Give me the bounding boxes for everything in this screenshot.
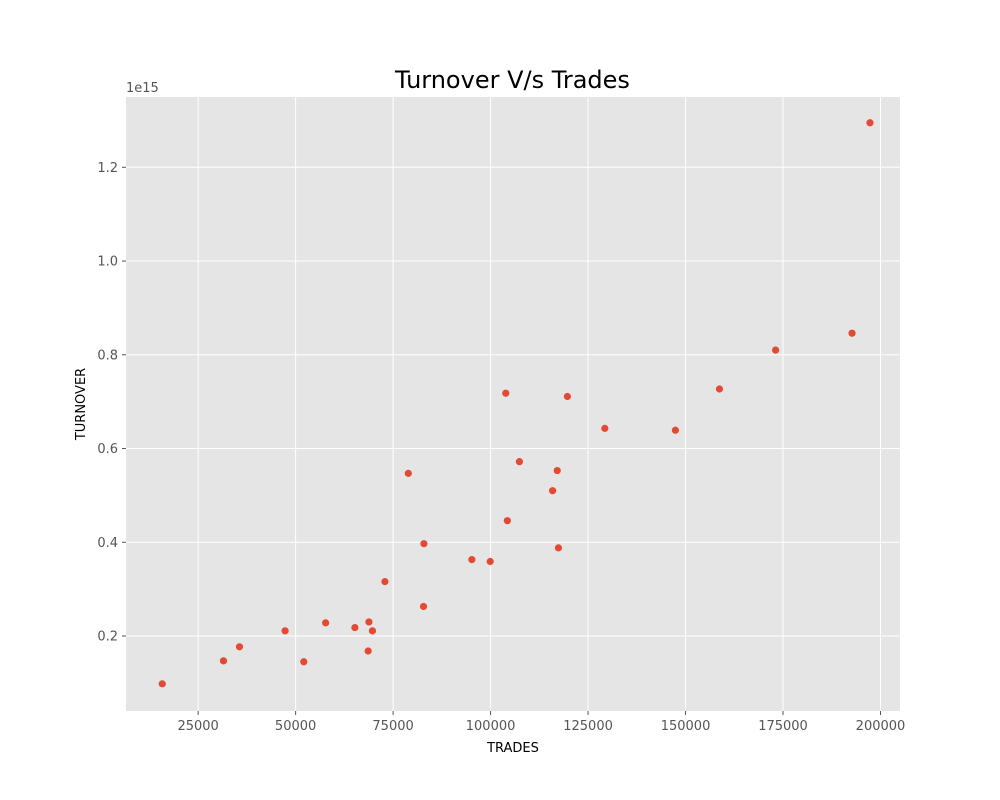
data-point	[715, 385, 724, 393]
x-tick-label: 150000	[661, 719, 711, 734]
data-point	[322, 619, 330, 627]
data-point	[601, 424, 609, 432]
y-tick-label: 1.2	[97, 161, 118, 176]
data-point	[368, 627, 377, 635]
data-point	[866, 119, 874, 127]
y-tick-label: 0.4	[97, 536, 118, 551]
x-tick-label: 50000	[275, 719, 316, 734]
x-tick-label: 200000	[856, 719, 906, 734]
data-point	[486, 557, 494, 566]
data-point	[364, 647, 372, 655]
data-point	[235, 643, 244, 651]
data-point	[671, 426, 680, 434]
data-point	[554, 544, 563, 552]
data-point	[772, 346, 780, 354]
data-points	[158, 119, 874, 688]
y-tick-label: 0.6	[97, 442, 118, 457]
data-point	[515, 458, 524, 466]
data-point	[502, 389, 510, 397]
plot-area	[126, 97, 900, 711]
x-tick-label: 25000	[177, 719, 218, 734]
data-point	[563, 392, 571, 401]
x-axis-label: TRADES	[486, 741, 539, 756]
data-point	[351, 623, 359, 632]
data-point	[365, 618, 373, 626]
y-tick-label: 0.8	[97, 348, 118, 363]
data-point	[419, 602, 428, 611]
data-point	[548, 487, 557, 495]
data-point	[468, 556, 476, 564]
x-tick-label: 125000	[563, 719, 613, 734]
data-point	[381, 578, 389, 586]
data-point	[503, 517, 511, 525]
y-axis: 0.2 0.4 0.6 0.8 1.0 1.2	[97, 161, 126, 645]
y-axis-label: TURNOVER	[74, 368, 89, 441]
grid	[126, 97, 900, 711]
data-point	[281, 627, 289, 635]
y-tick-label: 1.0	[97, 255, 118, 270]
data-point	[553, 466, 561, 475]
x-tick-label: 75000	[372, 719, 413, 734]
chart-title: Turnover V/s Trades	[394, 66, 630, 94]
data-point	[158, 680, 166, 688]
x-tick-label: 100000	[466, 719, 516, 734]
y-offset-label: 1e15	[126, 81, 159, 96]
y-tick-label: 0.2	[97, 630, 118, 645]
x-axis: 25000 50000 75000 100000 125000 150000 175000 2…	[177, 711, 905, 734]
data-point	[300, 658, 308, 666]
data-point	[404, 469, 412, 477]
data-point	[420, 540, 428, 548]
x-tick-label: 175000	[758, 719, 808, 734]
data-point	[219, 657, 228, 665]
data-point	[848, 329, 856, 337]
